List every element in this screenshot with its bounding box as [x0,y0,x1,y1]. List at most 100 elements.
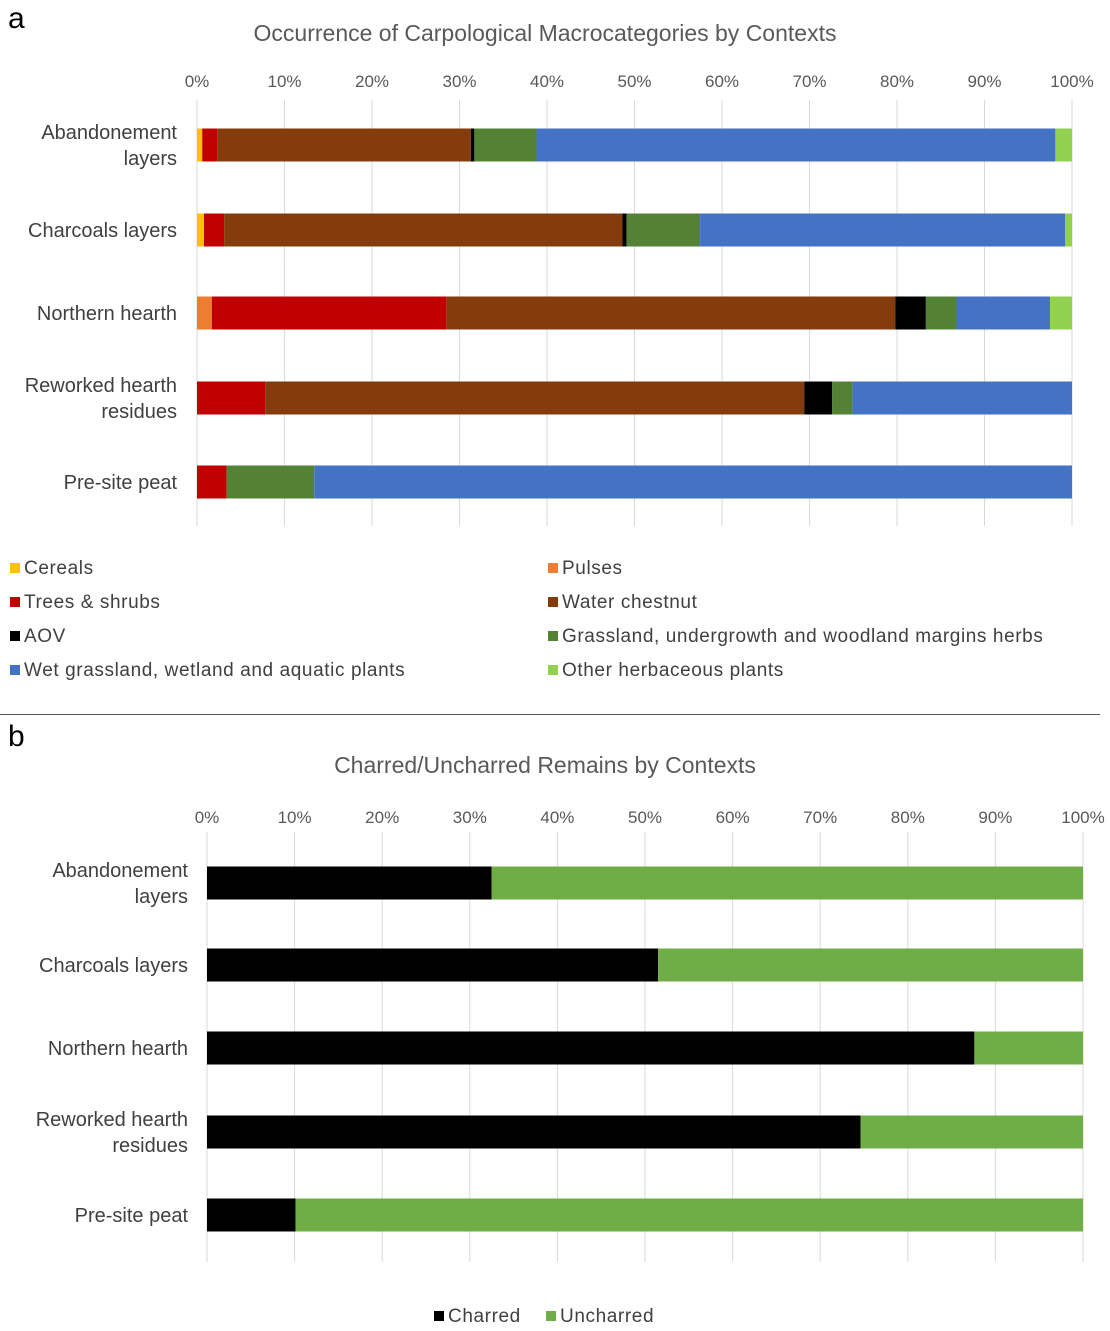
x-tick-label: 100% [1050,72,1093,91]
legend-label: Water chestnut [562,592,698,613]
legend-swatch [10,597,20,607]
panel-divider [0,714,1100,715]
legend-label: Other herbaceous plants [562,660,784,681]
panel-label-b: b [8,720,25,753]
x-tick-label: 50% [628,808,662,827]
category-label: residues [101,401,177,423]
legend-swatch [434,1311,444,1321]
legend-swatch [10,665,20,675]
category-label: Pre-site peat [75,1205,189,1227]
x-tick-label: 50% [617,72,651,91]
bar-segment [626,213,701,247]
category-label: layers [124,148,177,170]
bar-segment [314,465,1072,499]
bar-segment [207,948,659,982]
bar-segment [925,296,957,330]
chart-title-b: Charred/Uncharred Remains by Contexts [334,752,756,778]
legend-item: Trees & shrubs [10,592,161,614]
legend-label: Cereals [24,558,94,579]
bar-segment [295,1198,1083,1232]
x-tick-label: 0% [195,808,220,827]
x-tick-label: 10% [267,72,301,91]
x-tick-label: 70% [792,72,826,91]
bar-segment [832,381,853,415]
bar-segment [197,128,203,162]
category-label: Reworked hearth [25,375,177,397]
bar-segment [852,381,1072,415]
legend-item: Grassland, undergrowth and woodland marg… [548,626,1043,648]
legend-item: Charred [434,1306,521,1328]
legend-label: Wet grassland, wetland and aquatic plant… [24,660,406,681]
bar-segment [204,213,225,247]
x-tick-label: 60% [716,808,750,827]
legend-label: Pulses [562,558,623,579]
bar-segment [197,465,227,499]
category-label: Northern hearth [37,303,177,325]
category-label: Reworked hearth [36,1109,188,1131]
category-label: residues [112,1135,188,1157]
legend-label: AOV [24,626,66,647]
bar-segment [700,213,1065,247]
x-tick-label: 30% [453,808,487,827]
bar-segment [1055,128,1072,162]
bar-segment [224,213,623,247]
bar-segment [1065,213,1072,247]
legend-item: AOV [10,626,66,648]
legend-item: Wet grassland, wetland and aquatic plant… [10,660,405,682]
bar-segment [622,213,627,247]
legend-swatch [548,563,558,573]
bar-segment [658,948,1083,982]
legend-swatch [546,1311,556,1321]
category-label: Pre-site peat [64,472,178,494]
panel-label-a: a [8,2,25,35]
legend-swatch [548,597,558,607]
category-label: layers [135,886,188,908]
bar-segment [207,1115,861,1149]
legend-label: Trees & shrubs [24,592,161,613]
bar-segment [197,296,212,330]
bar-segment [265,381,805,415]
bar-segment [895,296,926,330]
legend-swatch [10,563,20,573]
category-label: Abandonement [41,122,177,144]
category-label: Abandonement [52,860,188,882]
x-tick-label: 20% [365,808,399,827]
legend-item: Other herbaceous plants [548,660,784,682]
bar-segment [956,296,1051,330]
bar-segment [860,1115,1083,1149]
x-tick-label: 60% [705,72,739,91]
legend-item: Water chestnut [548,592,697,614]
bar-segment [226,465,315,499]
legend-item: Cereals [10,558,94,580]
legend-label: Grassland, undergrowth and woodland marg… [562,626,1044,647]
chart-plot-a: 0% 10% 20% 30% 40% 50% 60% 70% 80% 90% 100% Abandon… [25,72,1094,526]
bar-segment [207,866,492,900]
bar-segment [804,381,833,415]
bar-segment [197,381,266,415]
x-tick-label: 70% [803,808,837,827]
bar-segment [217,128,471,162]
legend-swatch [10,631,20,641]
x-tick-label: 0% [185,72,210,91]
bar-segment [474,128,537,162]
x-tick-label: 30% [442,72,476,91]
bar-segment [207,1198,296,1232]
legend-item: Pulses [548,558,623,580]
category-label: Northern hearth [48,1038,188,1060]
x-tick-label: 90% [978,808,1012,827]
x-tick-label: 10% [278,808,312,827]
x-tick-label: 80% [880,72,914,91]
bar-segment [207,1031,975,1065]
x-tick-label: 40% [540,808,574,827]
x-tick-label: 20% [355,72,389,91]
bar-segment [446,296,896,330]
chart-panel-a: a Occurrence of Carpological Macrocatego… [8,2,1094,682]
legend-label: Charred [448,1306,521,1327]
x-tick-label: 40% [530,72,564,91]
chart-plot-b: 0% 10% 20% 30% 40% 50% 60% 70% 80% 90% 100% Abandon… [36,808,1105,1262]
legend-label: Uncharred [560,1306,655,1327]
x-tick-label: 80% [891,808,925,827]
bar-segment [470,128,475,162]
category-label: Charcoals layers [39,955,188,977]
bar-segment [1050,296,1072,330]
